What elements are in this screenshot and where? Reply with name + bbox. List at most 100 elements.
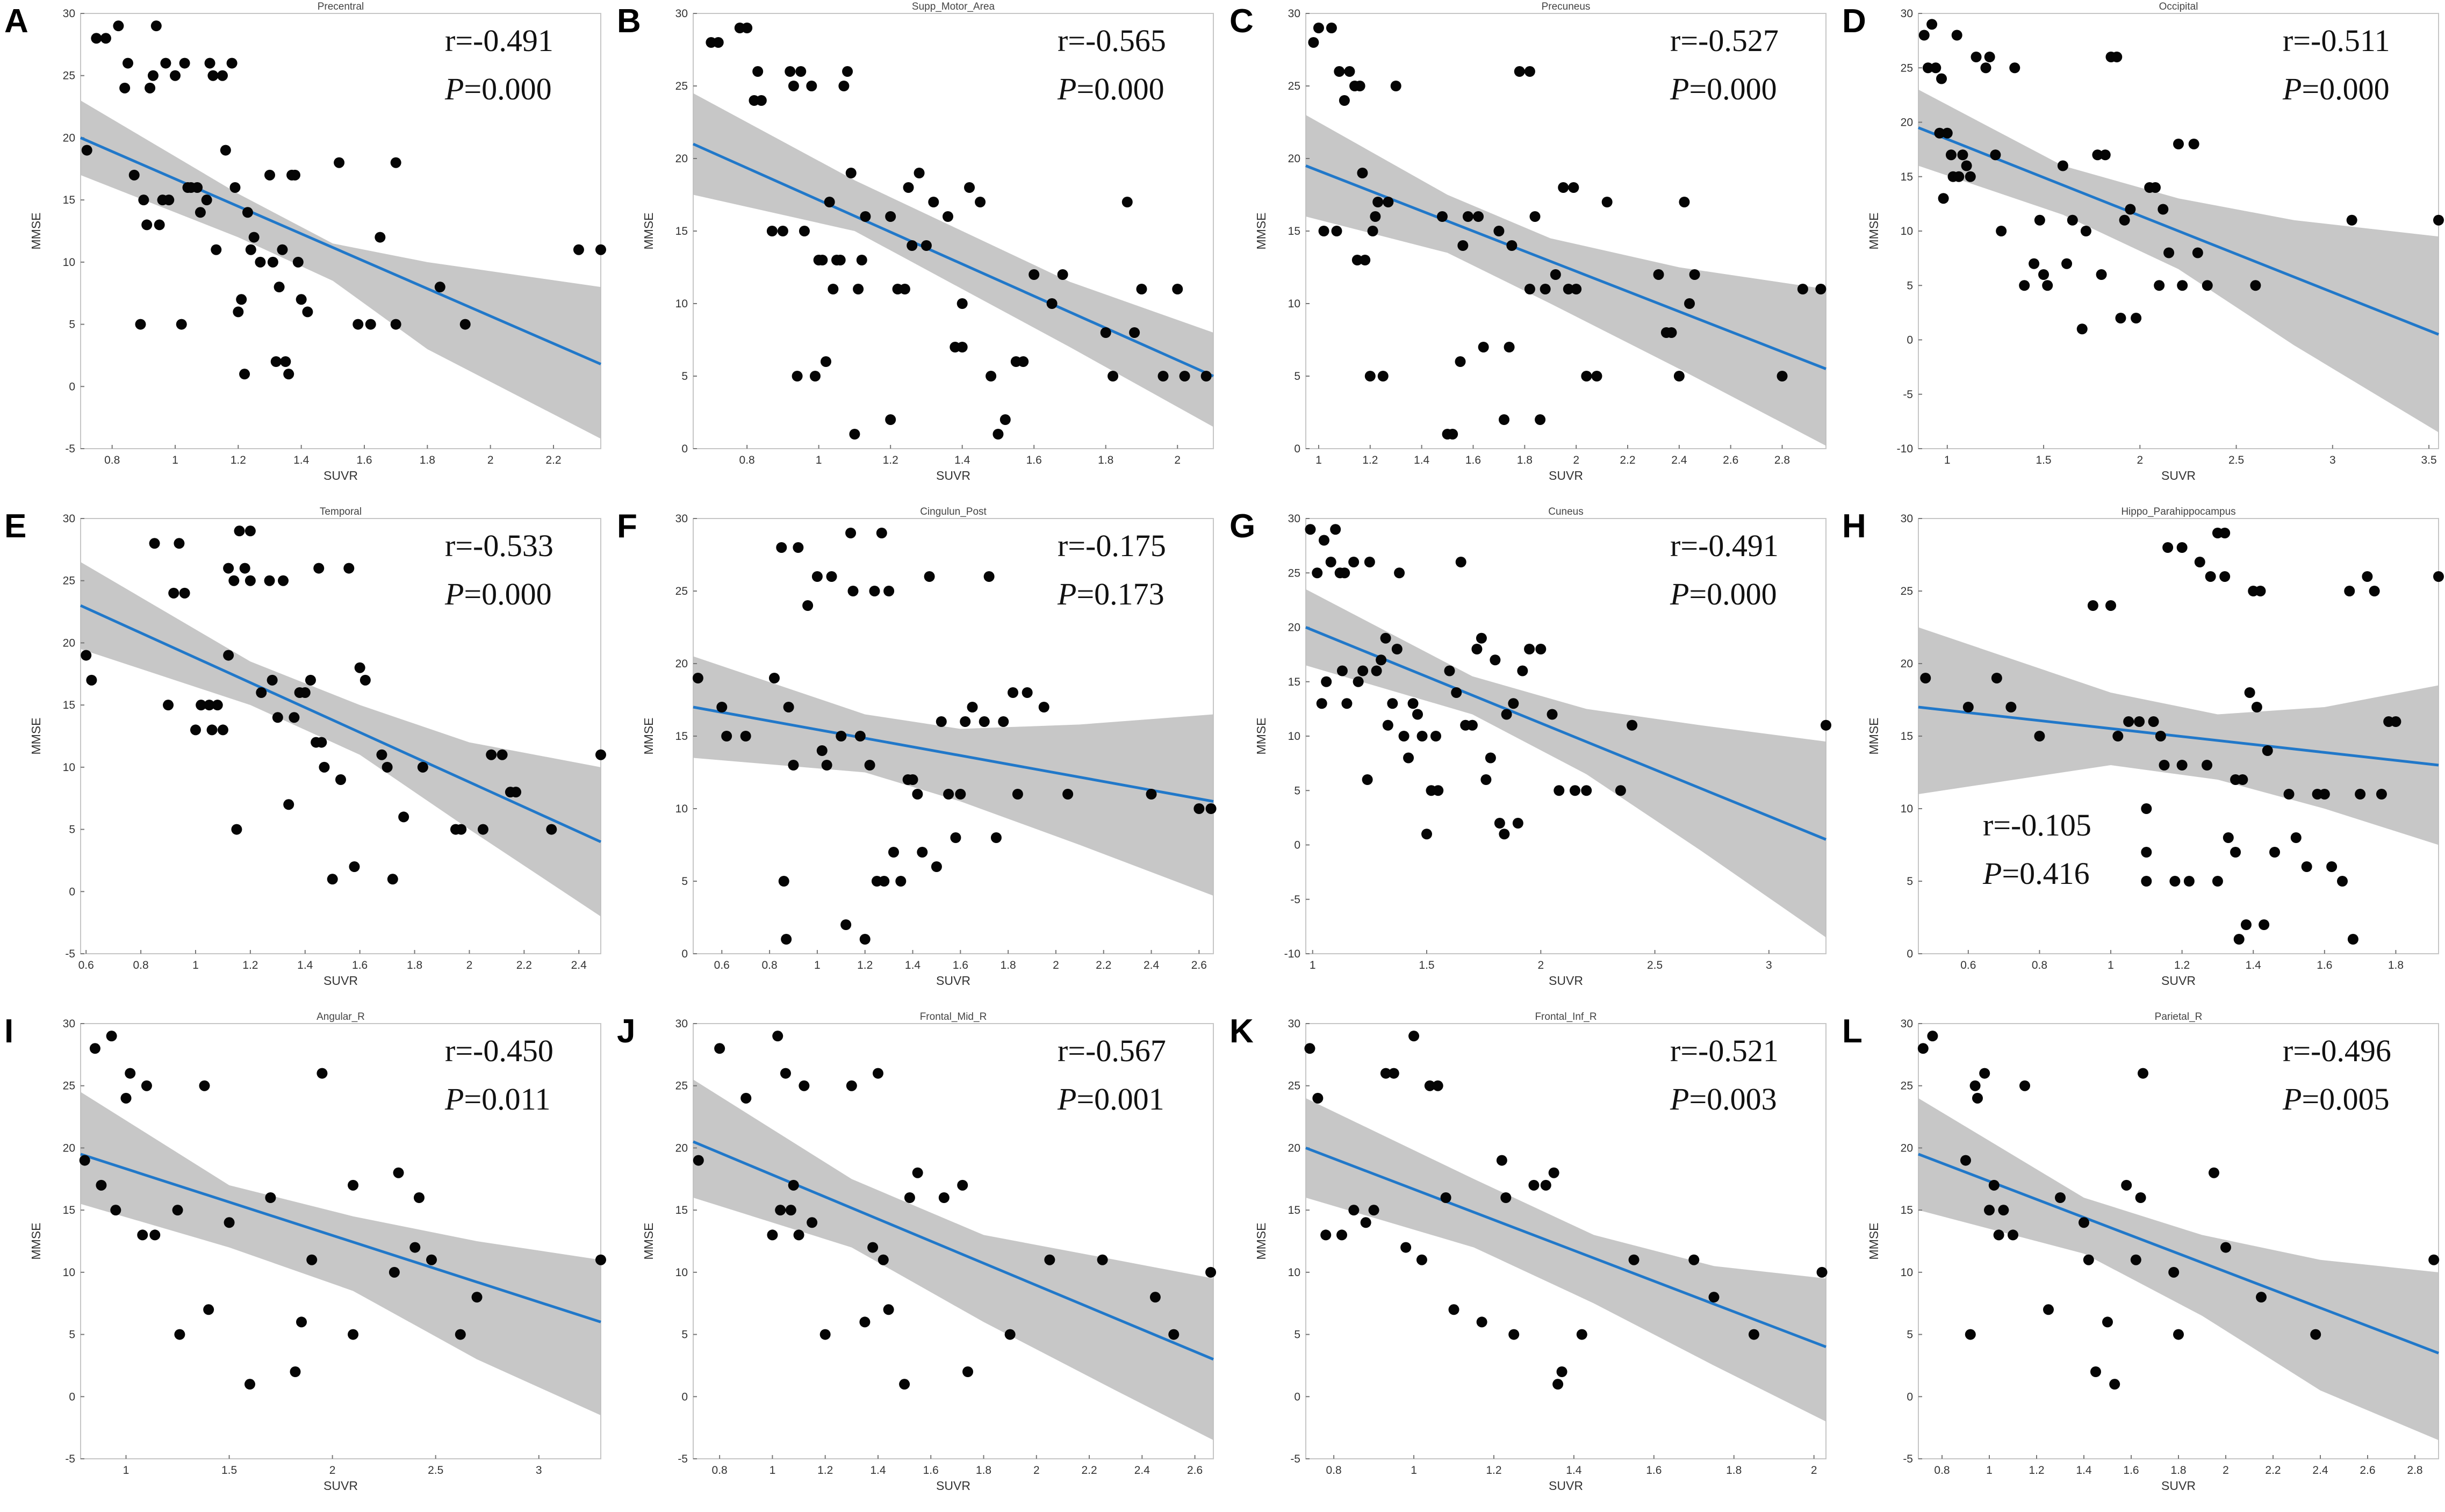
- data-point: [883, 586, 895, 596]
- y-axis-label: MMSE: [1867, 213, 1881, 250]
- data-point: [821, 760, 832, 771]
- data-point: [2169, 876, 2181, 887]
- regression-line: [693, 705, 1214, 803]
- y-tick-label: 30: [675, 8, 688, 20]
- data-point: [2158, 204, 2169, 215]
- data-point: [1383, 197, 1394, 207]
- data-point: [2155, 731, 2166, 741]
- data-point: [456, 824, 467, 835]
- data-point: [1984, 1205, 1995, 1216]
- y-tick-label: 10: [1901, 803, 1913, 815]
- data-point: [767, 1229, 778, 1241]
- x-tick-label: 1.4: [2246, 959, 2262, 971]
- x-tick-label: 1.2: [857, 959, 873, 971]
- data-point: [847, 586, 859, 596]
- data-point: [211, 244, 222, 255]
- data-point: [296, 294, 307, 305]
- x-tick-label: 1.2: [2174, 959, 2190, 971]
- y-tick-label: -5: [65, 948, 75, 960]
- data-point: [2310, 1329, 2321, 1340]
- data-point: [1377, 371, 1389, 381]
- data-point: [226, 57, 238, 69]
- panel-g: G Cuneus -10 -5 0 5 10 15 20 25 30 1 1.5 2 2.5 3 SUVR MMS…: [1229, 506, 1831, 988]
- data-point: [1318, 226, 1329, 236]
- x-tick-label: 1: [123, 1464, 130, 1477]
- data-point: [2130, 1254, 2141, 1265]
- data-point: [1380, 632, 1391, 644]
- data-point: [1348, 1205, 1360, 1216]
- data-point: [869, 586, 880, 596]
- data-point: [1462, 211, 1473, 222]
- data-point: [1972, 1092, 1983, 1104]
- panel-title: Supp_Motor_Area: [912, 1, 995, 12]
- data-point: [2344, 586, 2355, 596]
- data-point: [212, 700, 223, 711]
- x-tick-label: 1: [2108, 959, 2114, 971]
- data-point: [2096, 269, 2107, 280]
- data-point: [903, 182, 914, 193]
- data-point: [986, 371, 997, 381]
- data-point: [497, 749, 508, 760]
- data-point: [110, 1205, 121, 1216]
- p-value-number: =0.173: [1076, 577, 1164, 611]
- data-point: [928, 197, 939, 207]
- x-tick-label: 2.2: [2265, 1464, 2281, 1477]
- data-point: [1029, 269, 1040, 280]
- data-point: [2038, 269, 2050, 280]
- p-symbol: P: [1982, 856, 2002, 891]
- confidence-band: [81, 100, 601, 439]
- data-point: [195, 207, 206, 218]
- confidence-band: [693, 656, 1213, 896]
- y-tick-label: 20: [63, 132, 75, 144]
- x-tick-label: 1: [1411, 1464, 1417, 1477]
- x-tick-label: 0.8: [133, 959, 148, 971]
- correlation-r: r=-0.521: [1670, 1033, 1779, 1068]
- data-point: [1398, 731, 1410, 741]
- data-point: [1517, 665, 1528, 676]
- data-point: [1528, 1179, 1540, 1191]
- data-point: [778, 876, 789, 887]
- data-point: [170, 70, 181, 81]
- data-point: [174, 538, 185, 549]
- data-point: [2019, 1080, 2030, 1091]
- y-tick-label: 0: [1294, 443, 1300, 455]
- p-symbol: P: [444, 71, 464, 106]
- data-point: [1312, 1092, 1324, 1104]
- data-point: [807, 1217, 818, 1228]
- data-point: [1945, 149, 1957, 161]
- data-point: [1501, 709, 1512, 720]
- data-point: [2256, 1292, 2267, 1303]
- data-point: [931, 861, 942, 872]
- data-point: [224, 1217, 235, 1228]
- x-tick-label: 2.4: [571, 959, 587, 971]
- data-point: [819, 1329, 831, 1340]
- x-tick-label: 0.8: [1326, 1464, 1342, 1477]
- data-point: [2177, 280, 2188, 291]
- data-point: [1448, 1304, 1459, 1315]
- data-point: [799, 226, 810, 236]
- p-symbol: P: [2282, 1082, 2302, 1117]
- y-tick-label: 15: [675, 1204, 688, 1216]
- data-point: [1552, 1379, 1564, 1390]
- x-tick-label: 3: [536, 1464, 542, 1477]
- data-point: [335, 774, 346, 785]
- data-point: [2083, 1254, 2094, 1265]
- data-point: [89, 1043, 100, 1054]
- correlation-r: r=-0.533: [445, 528, 553, 563]
- y-tick-label: 0: [69, 380, 75, 393]
- data-point: [1205, 1266, 1217, 1278]
- data-point: [2346, 214, 2357, 226]
- data-point: [223, 650, 234, 661]
- data-point: [1480, 774, 1492, 785]
- data-point: [2202, 760, 2213, 771]
- data-point: [2194, 557, 2205, 567]
- data-point: [872, 1068, 883, 1079]
- y-tick-label: 20: [1901, 658, 1913, 670]
- data-point: [811, 571, 823, 582]
- data-point: [859, 1316, 871, 1328]
- x-tick-label: 1.6: [1465, 454, 1481, 466]
- x-tick-label: 2.5: [1647, 959, 1663, 971]
- panel-title: Hippo_Parahippocampus: [2121, 506, 2235, 517]
- data-point: [878, 1254, 889, 1265]
- data-point: [914, 168, 925, 178]
